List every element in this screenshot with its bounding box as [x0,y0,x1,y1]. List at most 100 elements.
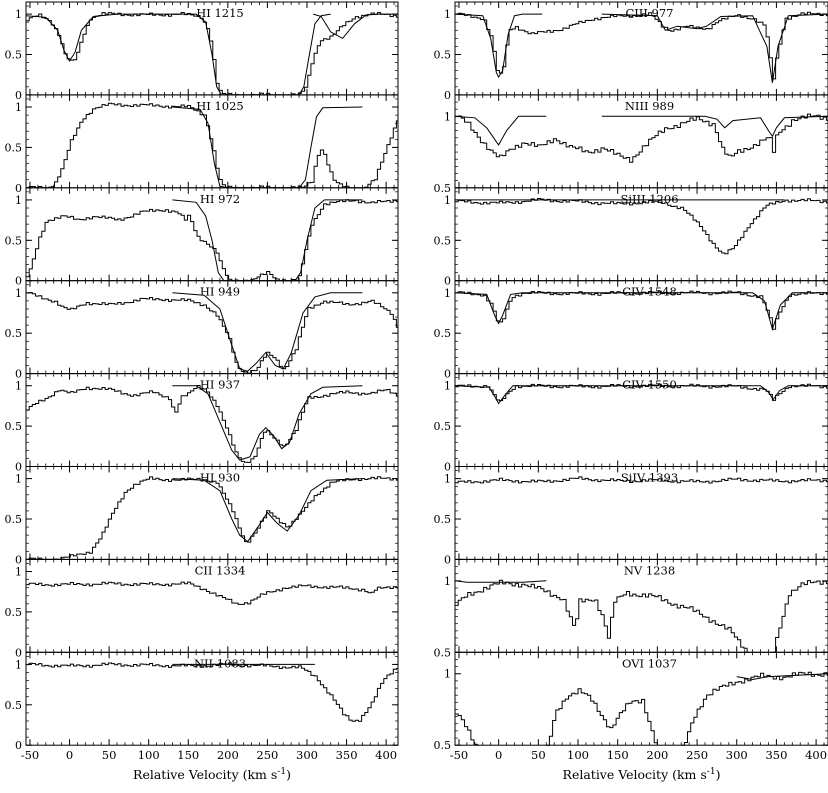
spectrum-histogram [26,476,398,560]
x-tick-label: 150 [607,748,629,762]
model-profile-line [25,13,331,96]
y-tick-label: 0.5 [434,327,452,340]
x-tick-label: 300 [296,748,318,762]
y-tick-label: 0.5 [5,49,23,62]
y-tick-label: 0 [15,368,22,381]
x-tick-label: 0 [66,748,73,762]
x-tick-label: 100 [138,748,160,762]
panel-label: NII 1083 [194,656,246,670]
panel-label: NIII 989 [625,99,674,113]
x-axis-title-exponent: -1 [707,767,716,777]
panel-label: CII 1334 [195,563,246,577]
spectrum-histogram [26,385,398,463]
y-tick-label: 0.5 [434,49,452,62]
model-profile-line [454,115,547,146]
model-profile-line [454,385,828,405]
x-tick-label: -50 [21,748,40,762]
x-axis-title-text: Relative Velocity (km s [133,767,277,782]
y-tick-label: 1 [15,566,22,579]
x-tick-label: 400 [805,748,827,762]
y-tick-label: 0 [15,89,22,102]
x-tick-label: 300 [726,748,748,762]
x-axis-title: Relative Velocity (km s-1) [563,767,721,782]
y-tick-label: 0 [444,368,451,381]
model-profile-line [454,292,828,331]
y-tick-label: 1 [15,194,22,207]
y-tick-label: 1 [444,194,451,207]
spectrum-histogram [455,11,828,80]
x-tick-label: 0 [495,748,502,762]
x-axis-title: Relative Velocity (km s-1) [133,767,291,782]
x-tick-label: 200 [646,748,668,762]
y-tick-label: 0.5 [5,606,23,619]
panel-label: HI 1025 [196,99,244,113]
x-tick-label: 400 [375,748,397,762]
y-tick-label: 0.5 [5,513,23,526]
spectrum-histogram [455,713,479,746]
y-tick-label: 1 [444,473,451,486]
spectrum-histogram [26,102,398,189]
y-tick-label: 1 [15,101,22,114]
y-tick-label: 0.5 [434,739,452,752]
model-profile-line [454,580,547,583]
y-tick-label: 0.5 [434,234,452,247]
spectrum-histogram [455,476,828,484]
y-tick-label: 0.5 [5,327,23,340]
x-axis-title-text: Relative Velocity (km s [563,767,707,782]
x-tick-label: 350 [336,748,358,762]
panel-label: HI 930 [200,471,240,485]
panel-label: HI 949 [200,285,240,299]
model-profile-line [601,115,828,138]
y-tick-label: 1 [15,473,22,486]
y-tick-label: 0 [444,461,451,474]
panel-label: SiIII 1206 [620,192,678,206]
y-tick-label: 0 [444,275,451,288]
panel-label: SiIV 1393 [621,471,678,485]
model-profile-line [172,385,363,461]
panel-label: CIV 1550 [622,378,677,392]
y-tick-label: 0 [444,89,451,102]
model-profile-line [172,106,363,189]
spectrum-histogram [26,581,398,605]
panel-label: NV 1238 [624,563,675,577]
x-tick-label: 200 [217,748,239,762]
y-tick-label: 0.5 [434,182,452,195]
x-tick-label: 250 [686,748,708,762]
panel-label: HI 1215 [196,6,244,20]
y-tick-label: 0 [15,275,22,288]
y-tick-label: 0.5 [5,234,23,247]
x-tick-label: 250 [256,748,278,762]
x-tick-label: -50 [450,748,469,762]
y-tick-label: 1 [15,8,22,21]
spectrum-histogram [772,580,828,653]
x-tick-label: 350 [765,748,787,762]
panel-label: HI 972 [200,192,240,206]
spectrum-histogram [26,199,398,282]
panel-label: OVI 1037 [622,656,677,670]
panel-label: HI 937 [200,378,240,392]
y-tick-label: 1 [15,287,22,300]
spectrum-histogram [681,671,828,746]
spectrum-histogram [26,662,398,722]
y-tick-label: 0 [15,553,22,566]
spectrum-histogram [455,383,828,402]
y-tick-label: 0 [15,182,22,195]
panel-label: CIV 1548 [622,285,677,299]
y-tick-label: 1 [444,668,451,681]
x-tick-label: 100 [567,748,589,762]
y-tick-label: 0.5 [434,420,452,433]
y-tick-label: 1 [15,658,22,671]
spectrum-histogram [26,12,398,96]
y-tick-label: 1 [15,380,22,393]
spectrum-histogram [455,290,828,330]
y-tick-label: 0.5 [5,699,23,712]
model-profile-line [172,292,363,372]
y-tick-label: 1 [444,110,451,123]
y-tick-label: 0 [15,739,22,752]
model-profile-line [454,13,543,79]
model-profile-line [172,478,363,543]
spectrum-histogram [455,198,828,255]
x-axis-title-close: ) [716,767,721,782]
x-tick-label: 50 [102,748,117,762]
